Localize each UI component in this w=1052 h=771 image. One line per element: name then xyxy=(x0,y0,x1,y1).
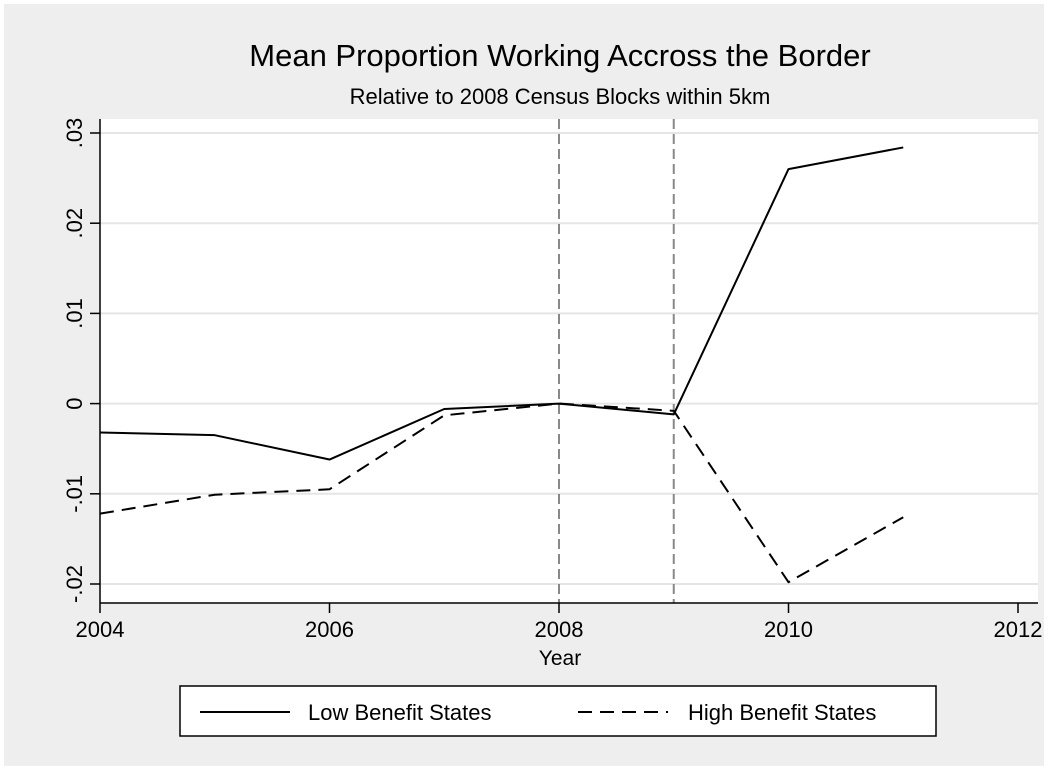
x-tick-label: 2004 xyxy=(76,617,125,642)
y-tick-label: 0 xyxy=(62,397,87,409)
legend-label: Low Benefit States xyxy=(308,700,491,725)
y-tick-label: .02 xyxy=(62,208,87,239)
series-line xyxy=(99,402,904,584)
legend-box xyxy=(179,685,937,737)
y-tick-label: -.02 xyxy=(62,565,87,603)
chart-subtitle: Relative to 2008 Census Blocks within 5k… xyxy=(350,84,771,109)
chart-title: Mean Proportion Working Accross the Bord… xyxy=(249,38,870,73)
y-tick-label: .01 xyxy=(62,298,87,329)
chart-figure: Mean Proportion Working Accross the Bord… xyxy=(4,4,1044,766)
x-tick-label: 2006 xyxy=(305,617,354,642)
y-tick-label: -.01 xyxy=(62,475,87,513)
x-tick-label: 2010 xyxy=(764,617,813,642)
series-lines xyxy=(99,146,904,584)
x-axis-title: Year xyxy=(539,647,581,670)
reference-lines xyxy=(558,119,675,603)
legend-label: High Benefit States xyxy=(688,700,876,725)
series-line xyxy=(99,146,904,461)
x-tick-label: 2008 xyxy=(535,617,584,642)
line-chart: Mean Proportion Working Accross the Bord… xyxy=(62,38,1042,737)
axes: -.02 -.01 0 .01 .02 .03 2004 2006 2008 2010 2012 xyxy=(62,118,1042,642)
legend: Low Benefit States High Benefit States xyxy=(179,685,937,737)
y-tick-label: .03 xyxy=(62,118,87,149)
x-tick-label: 2012 xyxy=(994,617,1043,642)
plot-area xyxy=(100,119,1038,603)
